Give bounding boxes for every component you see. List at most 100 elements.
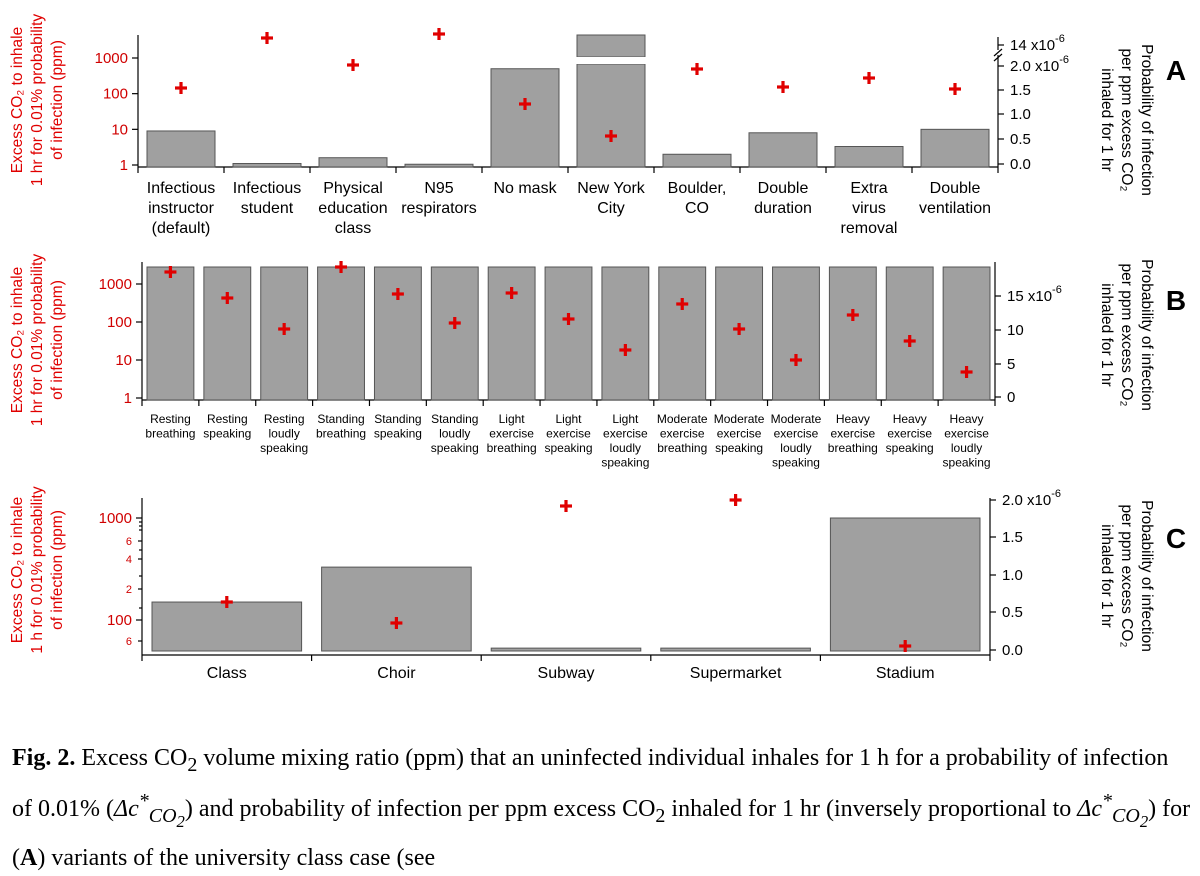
panel-b-category-label: speaking [772, 456, 820, 470]
panel-b-bar [828, 266, 877, 401]
panel-b-category-label: loudly [780, 441, 811, 455]
caption-panel-a: A [20, 844, 38, 871]
panel-b-category-label: speaking [943, 456, 991, 470]
panel-a-exponent: -6 [1059, 54, 1069, 66]
panel-b-marker [335, 261, 348, 273]
panel-c-left-tick-label: 100 [107, 612, 132, 629]
panel-c-bar [490, 647, 642, 652]
panel-b-marker [562, 313, 575, 325]
panel-b-category-label: exercise [944, 427, 989, 441]
panel-a-category-label: Physical [323, 180, 383, 197]
panel-a-category-label: CO [685, 200, 709, 217]
panel-a-right-tick-label: 0.0 [1010, 156, 1031, 173]
panel-a-category-label: City [597, 200, 625, 217]
panel-c-letter: C [1166, 523, 1186, 554]
figure-caption: Fig. 2. Excess CO2 volume mixing ratio (… [12, 740, 1192, 876]
panel-a-right-label-line-1: Probability of infection [1138, 44, 1155, 196]
panel-b-left-tick-label: 100 [107, 314, 132, 331]
panel-c-category-label: Stadium [876, 665, 935, 682]
panel-a-exponent: -6 [1055, 33, 1065, 45]
panel-a-bar-top [576, 34, 646, 58]
panel-b-bar [772, 266, 820, 401]
panel-a-left-label-line-2: 1 hr for 0.01% probability [29, 14, 46, 187]
panel-b-marker [505, 287, 518, 299]
panel-a-category-label: virus [852, 200, 886, 217]
panel-c-left-tick-label: 1000 [99, 510, 132, 527]
panel-b-marker [789, 354, 802, 366]
panel-b-right-label-line-3: inhaled for 1 hr [1098, 283, 1115, 386]
panel-b-category-label: Heavy [950, 412, 984, 426]
panel-a-marker [433, 28, 445, 40]
panel-a-right-tick-label: 0.5 [1010, 131, 1031, 148]
panel-a-category-label: removal [841, 220, 898, 237]
panel-c-category-label: Class [207, 665, 247, 682]
panel-a-category-label: Infectious [233, 180, 301, 197]
panel-b-marker [960, 366, 973, 378]
panel-a-bar [404, 163, 474, 168]
panel-b-bar [658, 266, 707, 401]
panel-a-left-tick-label: 100 [103, 86, 128, 103]
panel-b-marker [846, 309, 859, 321]
panel-c-marker [899, 640, 912, 652]
panel-b-right-tick-label: 10 [1007, 322, 1024, 339]
panel-b-category-label: exercise [660, 427, 705, 441]
panel-b-category-label: Resting [207, 412, 248, 426]
panel-a-bar [920, 128, 990, 168]
panel-b-category-label: Standing [431, 412, 478, 426]
panel-b-bar [601, 266, 650, 401]
panel-c-left-tick-label: 6 [126, 636, 132, 648]
panel-c: 6 100 2 4 6 1000 0.0 0.5 1.0 1.5 2.0 x10-6 Class Cho… [9, 486, 1186, 682]
panel-b-category-label: breathing [145, 427, 195, 441]
panel-b-category-label: Light [612, 412, 639, 426]
panel-c-right-tick-label: 0.0 [1002, 642, 1023, 659]
caption-sub-2: 2 [655, 804, 666, 827]
panel-a-left-tick-label: 10 [111, 121, 128, 138]
panel-b-marker [221, 292, 234, 304]
panel-a-right-label-line-3: inhaled for 1 hr [1098, 68, 1115, 171]
panel-a-category-label: duration [754, 200, 812, 217]
panel-a-category-label: Boulder, [668, 180, 727, 197]
panel-b-marker [278, 323, 291, 335]
panel-c-right-tick-label: 2.0 x10-6 [1002, 488, 1061, 509]
panel-b-category-label: Resting [264, 412, 305, 426]
panel-a-category-label: education [318, 200, 387, 217]
panel-b-category-label: exercise [603, 427, 648, 441]
panel-a-category-label: N95 [424, 180, 453, 197]
caption-delta-1: Δc*CO2 [113, 789, 185, 831]
panel-a-right-tick-label: 2.0 x10-6 [1010, 54, 1069, 75]
panel-a-bar [748, 132, 818, 168]
panel-b-right-label-line-2: per ppm excess CO₂ [1118, 264, 1135, 407]
panel-a-left-label-line-1: Excess CO₂ to inhale [9, 27, 26, 173]
panel-b-category-label: breathing [487, 441, 537, 455]
panel-a-marker [949, 83, 961, 95]
panel-b-right-label-line-1: Probability of infection [1138, 259, 1155, 411]
panel-a-axis-break [993, 53, 1003, 62]
panel-b-category-label: Light [499, 412, 526, 426]
panel-c-category-label: Choir [377, 665, 416, 682]
panel-a-right-tick-label: 1.0 [1010, 106, 1031, 123]
panel-b-bar [373, 266, 422, 401]
panel-a-bar [490, 68, 560, 168]
panel-a-left-tick-label: 1 [120, 157, 128, 174]
panel-c-category-label: Subway [538, 665, 595, 682]
panel-a-category-label: respirators [401, 200, 477, 217]
panel-c-exponent: -6 [1051, 488, 1061, 500]
panel-c-marker [729, 494, 742, 506]
panel-c-marker [220, 596, 233, 608]
panel-b-exponent: -6 [1052, 284, 1062, 296]
caption-text-1: Excess CO [75, 745, 188, 771]
panel-b-bar [146, 266, 195, 401]
panel-b-letter: B [1166, 285, 1186, 316]
panel-b-marker [391, 288, 404, 300]
panel-b-category-label: Moderate [714, 412, 765, 426]
panel-a-marker [605, 130, 617, 142]
panel-c-right-tick-label: 1.0 [1002, 567, 1023, 584]
panel-b-category-label: breathing [657, 441, 707, 455]
panel-b-right-tick-label: 5 [1007, 356, 1015, 373]
panel-a-bar [576, 63, 646, 168]
panel-a-marker [519, 98, 531, 110]
panel-a-category-label: Extra [850, 180, 887, 197]
panel-a-category-label: Double [758, 180, 809, 197]
panel-b-category-label: loudly [439, 427, 470, 441]
